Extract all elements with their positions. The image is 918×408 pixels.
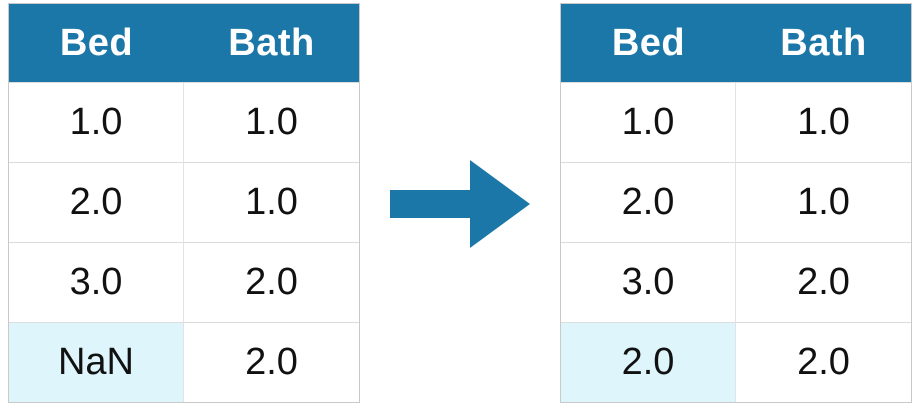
column-header-bed: Bed <box>9 4 184 82</box>
column-header-bath: Bath <box>184 4 359 82</box>
missing-value-cell: NaN <box>9 322 184 402</box>
filled-value-cell: 2.0 <box>561 322 736 402</box>
table-cell: 2.0 <box>9 162 184 242</box>
table-cell: 1.0 <box>184 82 359 162</box>
table-cell: 1.0 <box>561 82 736 162</box>
column-header-bed: Bed <box>561 4 736 82</box>
after-table: Bed Bath 1.0 1.0 2.0 1.0 3.0 2.0 2.0 2.0 <box>560 3 912 403</box>
right-arrow-icon <box>390 160 530 248</box>
table-cell: 2.0 <box>184 322 359 402</box>
table-cell: 3.0 <box>9 242 184 322</box>
table-cell: 1.0 <box>9 82 184 162</box>
column-header-bath: Bath <box>736 4 911 82</box>
table-cell: 1.0 <box>736 162 911 242</box>
table-cell: 2.0 <box>736 242 911 322</box>
table-cell: 1.0 <box>184 162 359 242</box>
table-cell: 2.0 <box>561 162 736 242</box>
table-cell: 1.0 <box>736 82 911 162</box>
before-table: Bed Bath 1.0 1.0 2.0 1.0 3.0 2.0 NaN 2.0 <box>8 3 360 403</box>
table-cell: 2.0 <box>736 322 911 402</box>
table-cell: 3.0 <box>561 242 736 322</box>
table-cell: 2.0 <box>184 242 359 322</box>
